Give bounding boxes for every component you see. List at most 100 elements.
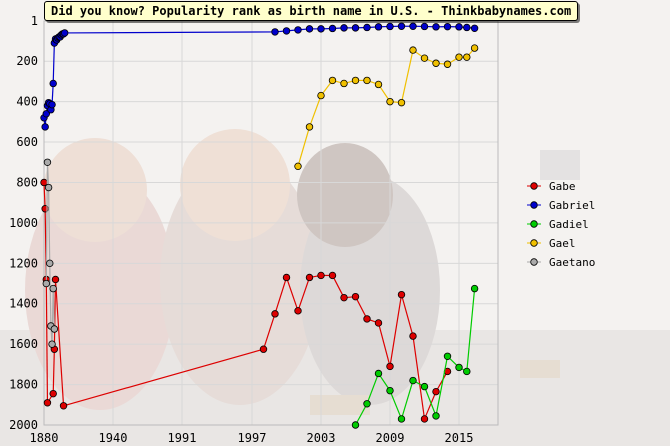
data-point <box>43 399 52 407</box>
data-point <box>420 382 429 391</box>
series-line-segment <box>412 335 426 420</box>
y-tick-label: 1800 <box>9 378 38 392</box>
legend-item-gael: Gael <box>527 237 576 250</box>
data-point <box>43 158 52 166</box>
data-point <box>374 23 383 31</box>
legend-label: Gabe <box>549 180 576 193</box>
x-tick-label: 1997 <box>238 431 267 445</box>
data-point <box>294 26 302 34</box>
legend-label: Gaetano <box>549 256 595 269</box>
legend-item-gabe: Gabe <box>527 180 576 193</box>
y-tick-label: 1600 <box>9 337 38 351</box>
data-point <box>42 110 50 118</box>
y-tick-label: 1200 <box>9 256 38 270</box>
data-point <box>374 319 383 327</box>
data-point <box>397 415 406 423</box>
x-tick-label: 2009 <box>376 431 405 445</box>
y-tick-label: 1400 <box>9 297 38 311</box>
series-line-segment <box>52 288 55 330</box>
series-line-segment <box>435 371 449 392</box>
data-point <box>409 22 417 30</box>
series-line-segment <box>43 182 46 209</box>
data-point <box>49 284 57 293</box>
plot-frame <box>43 20 499 426</box>
series-layer <box>40 22 479 429</box>
data-point <box>463 53 471 61</box>
x-tick-label: 2015 <box>445 431 474 445</box>
data-point <box>470 44 479 52</box>
data-point <box>463 367 471 376</box>
series-gaetano <box>42 158 59 348</box>
series-line-segment <box>262 313 276 350</box>
data-point <box>50 325 59 333</box>
data-point <box>397 22 406 30</box>
data-point <box>374 80 383 89</box>
y-tick-label: 1 <box>31 14 38 28</box>
data-point <box>455 53 463 61</box>
series-line-segment <box>389 390 403 420</box>
data-point <box>41 123 49 131</box>
data-point <box>340 24 348 32</box>
data-point <box>386 362 394 371</box>
y-tick-label: 200 <box>16 54 38 68</box>
series-line-segment <box>400 49 414 103</box>
data-point <box>374 369 383 378</box>
series-line-segment <box>400 294 414 337</box>
data-point <box>340 293 348 302</box>
data-point <box>432 387 440 396</box>
series-line-segment <box>52 349 55 394</box>
data-point <box>432 412 440 420</box>
data-point <box>363 76 371 85</box>
data-point <box>363 23 371 32</box>
data-point <box>455 363 463 372</box>
series-line-segment <box>297 126 311 167</box>
data-point <box>340 79 348 88</box>
series-line-segment <box>466 288 476 372</box>
legend-marker <box>530 258 538 266</box>
series-line-segment <box>285 277 299 312</box>
data-point <box>48 340 56 348</box>
data-point <box>294 307 302 315</box>
data-point <box>42 279 50 288</box>
data-point <box>351 76 360 85</box>
x-tick-label: 1880 <box>30 431 59 445</box>
data-point <box>51 275 60 284</box>
data-point <box>317 91 325 100</box>
data-point <box>44 183 53 192</box>
series-line-segment <box>64 31 276 34</box>
series-line-segment <box>297 277 311 312</box>
series-gabriel <box>40 22 479 131</box>
data-point <box>363 315 371 323</box>
legend-item-gabriel: Gabriel <box>527 199 595 212</box>
data-point <box>432 59 440 67</box>
series-gael <box>294 44 479 171</box>
data-point <box>463 23 471 32</box>
legend-marker <box>530 182 538 190</box>
data-point <box>409 46 417 54</box>
data-point <box>351 24 360 32</box>
y-tick-label: 600 <box>16 135 38 149</box>
series-gabe <box>40 178 452 423</box>
x-tick-label: 1940 <box>99 431 128 445</box>
data-point <box>317 271 325 280</box>
data-point <box>420 415 429 423</box>
data-point <box>48 100 56 109</box>
legend: Gabe Gabriel Gadiel Gael Gaetano <box>527 180 595 269</box>
data-point <box>46 259 54 268</box>
series-gadiel <box>351 284 479 429</box>
data-point <box>271 28 279 36</box>
data-point <box>282 273 291 282</box>
data-point <box>351 292 360 301</box>
data-point <box>470 24 479 32</box>
data-point <box>294 162 302 171</box>
data-point <box>420 22 429 31</box>
series-line-segment <box>366 373 380 404</box>
series-line-segment <box>331 275 345 298</box>
y-tick-label: 2000 <box>9 418 38 432</box>
series-line-segment <box>354 403 368 426</box>
y-tick-label: 400 <box>16 95 38 109</box>
series-line-segment <box>52 43 55 84</box>
data-point <box>386 386 394 395</box>
data-point <box>432 23 440 31</box>
